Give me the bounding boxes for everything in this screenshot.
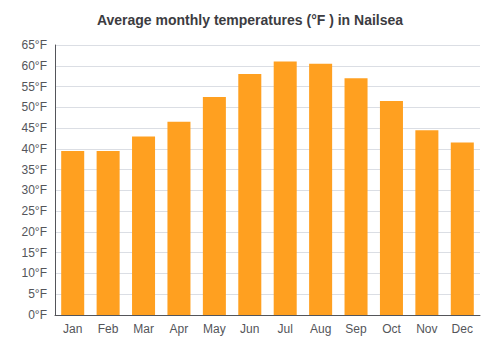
svg-text:50°F: 50°F — [22, 100, 47, 114]
svg-text:15°F: 15°F — [22, 246, 47, 260]
svg-text:Jan: Jan — [63, 322, 82, 336]
svg-text:20°F: 20°F — [22, 225, 47, 239]
svg-text:Average monthly temperatures (: Average monthly temperatures (°F ) in Na… — [97, 12, 403, 28]
svg-text:45°F: 45°F — [22, 121, 47, 135]
svg-text:5°F: 5°F — [28, 287, 47, 301]
svg-text:Feb: Feb — [98, 322, 119, 336]
svg-text:Jul: Jul — [278, 322, 293, 336]
svg-text:Jun: Jun — [240, 322, 259, 336]
svg-text:10°F: 10°F — [22, 266, 47, 280]
svg-text:Oct: Oct — [382, 322, 401, 336]
svg-text:60°F: 60°F — [22, 59, 47, 73]
svg-text:Dec: Dec — [452, 322, 473, 336]
svg-text:35°F: 35°F — [22, 163, 47, 177]
svg-text:Apr: Apr — [170, 322, 189, 336]
svg-text:30°F: 30°F — [22, 183, 47, 197]
svg-text:Nov: Nov — [416, 322, 437, 336]
svg-text:Mar: Mar — [133, 322, 154, 336]
svg-text:May: May — [203, 322, 226, 336]
svg-text:55°F: 55°F — [22, 80, 47, 94]
svg-text:25°F: 25°F — [22, 204, 47, 218]
svg-text:0°F: 0°F — [28, 308, 47, 322]
svg-text:40°F: 40°F — [22, 142, 47, 156]
svg-text:Aug: Aug — [310, 322, 331, 336]
svg-text:Sep: Sep — [345, 322, 367, 336]
svg-text:65°F: 65°F — [22, 38, 47, 52]
